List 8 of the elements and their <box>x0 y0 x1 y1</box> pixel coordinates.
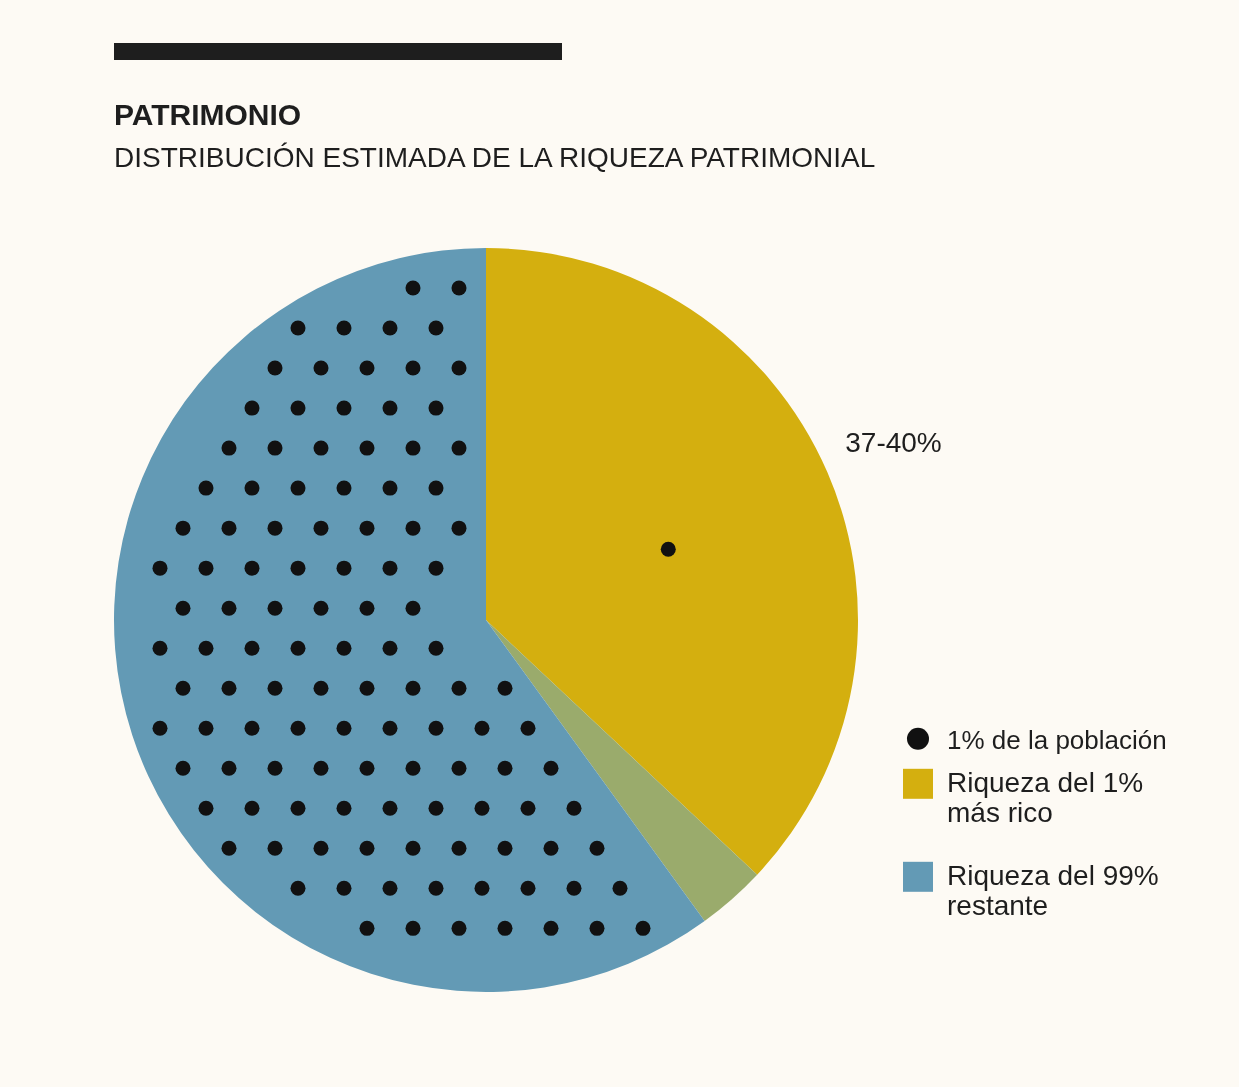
legend-label: Riqueza del 99% restante <box>947 859 1159 921</box>
pie-slice <box>486 620 758 921</box>
pie-slice <box>114 248 705 992</box>
legend-label: Riqueza del 1% más rico <box>947 766 1144 828</box>
chart-subtitle: DISTRIBUCIÓN ESTIMADA DE LA RIQUEZA PATRIMONIAL <box>114 142 876 173</box>
chart-title: PATRIMONIO <box>114 98 302 131</box>
data-label: 37-40% <box>845 426 942 458</box>
text: 1% de la población <box>947 724 1167 755</box>
